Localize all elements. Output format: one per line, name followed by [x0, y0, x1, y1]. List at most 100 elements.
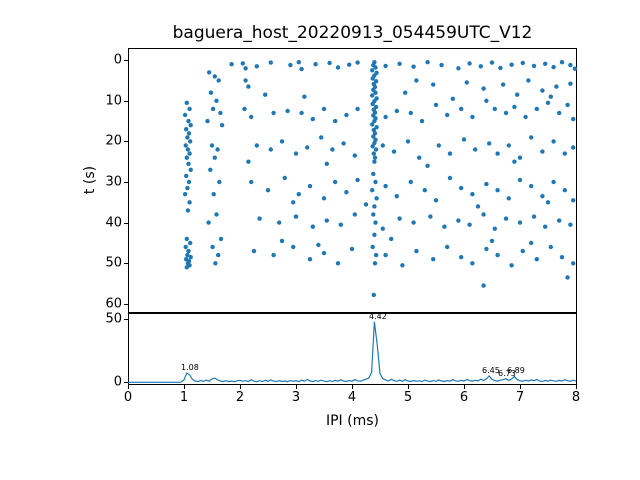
scatter-point: [442, 224, 447, 229]
scatter-point: [310, 116, 315, 122]
scatter-point: [397, 216, 402, 221]
scatter-point: [212, 74, 217, 79]
scatter-point: [186, 179, 192, 185]
chart-title: baguera_host_20220913_054459UTC_V12: [172, 23, 533, 43]
scatter-point: [372, 159, 377, 164]
scatter-point: [341, 141, 346, 146]
scatter-point: [571, 145, 576, 150]
scatter-point: [397, 61, 402, 66]
scatter-point: [216, 252, 221, 258]
scatter-point: [373, 65, 378, 70]
scatter-point: [543, 224, 548, 229]
scatter-point: [456, 66, 461, 71]
scatter-point: [484, 181, 489, 187]
scatter-point: [268, 147, 273, 152]
scatter-point: [529, 135, 534, 140]
tick-mark: [128, 385, 129, 389]
scatter-point: [489, 238, 495, 244]
scatter-point: [355, 60, 360, 65]
scatter-point: [501, 82, 506, 87]
scatter-point: [526, 78, 531, 83]
tick-mark: [240, 385, 241, 389]
scatter-point: [380, 226, 385, 231]
scatter-ytick-50: 50: [105, 255, 122, 271]
scatter-point: [512, 159, 517, 164]
scatter-point: [405, 139, 411, 144]
scatter-point: [383, 114, 388, 120]
tick-mark: [184, 385, 185, 389]
scatter-point: [271, 252, 276, 258]
scatter-point: [370, 93, 375, 98]
peak-annotation: 1.08: [181, 363, 199, 372]
scatter-point: [540, 88, 545, 93]
scatter-point: [503, 216, 509, 221]
scatter-point: [372, 155, 378, 160]
tick-mark: [124, 141, 128, 142]
scatter-point: [243, 78, 248, 83]
peak-annotation: 6.89: [507, 366, 525, 375]
scatter-point: [371, 134, 376, 139]
ipi-histogram-line: [128, 321, 577, 383]
scatter-point: [394, 108, 399, 114]
scatter-point: [184, 100, 189, 105]
xtick-1: 1: [179, 390, 189, 405]
scatter-point: [565, 275, 570, 280]
scatter-point: [305, 145, 310, 150]
peak-annotation: 6.73: [498, 369, 516, 378]
scatter-point: [473, 147, 478, 152]
scatter-point: [330, 147, 335, 152]
scatter-point: [520, 248, 525, 254]
scatter-point: [188, 255, 193, 260]
scatter-point: [470, 114, 475, 120]
scatter-point: [551, 139, 556, 144]
tick-mark: [576, 385, 577, 389]
scatter-point: [183, 143, 188, 148]
scatter-point: [186, 248, 191, 254]
scatter-point: [557, 110, 562, 116]
scatter-point: [436, 143, 441, 148]
scatter-point: [291, 200, 296, 205]
scatter-point: [188, 123, 193, 128]
scatter-point: [296, 60, 301, 65]
scatter-point: [512, 104, 517, 110]
scatter-point: [216, 78, 221, 83]
scatter-point: [355, 177, 360, 183]
scatter-point: [464, 80, 469, 85]
tick-mark: [124, 304, 128, 305]
xtick-2: 2: [235, 390, 245, 405]
scatter-point: [439, 62, 444, 68]
scatter-point: [380, 143, 385, 148]
scatter-point: [370, 144, 375, 149]
xtick-7: 7: [515, 390, 525, 405]
scatter-point: [335, 261, 341, 266]
scatter-point: [445, 244, 450, 250]
scatter-point: [184, 155, 189, 160]
scatter-point: [373, 147, 379, 152]
scatter-ytick-60: 60: [105, 296, 122, 312]
scatter-point: [205, 118, 210, 124]
scatter-point: [372, 140, 377, 146]
tick-mark: [124, 319, 128, 320]
scatter-point: [470, 192, 475, 197]
scatter-point: [475, 204, 481, 209]
scatter-point: [572, 66, 577, 71]
scatter-point: [568, 62, 573, 68]
scatter-point: [371, 127, 376, 133]
scatter-point: [534, 106, 539, 112]
scatter-point: [559, 255, 565, 260]
scatter-point: [296, 192, 301, 197]
scatter-point: [214, 98, 219, 103]
scatter-point: [414, 78, 419, 83]
scatter-point: [184, 265, 189, 270]
scatter-point: [254, 143, 259, 148]
scatter-point: [373, 90, 378, 95]
peak-annotation: 6.45: [482, 366, 500, 375]
scatter-point: [371, 151, 376, 156]
scatter-point: [383, 252, 388, 258]
scatter-point: [208, 90, 214, 95]
scatter-point: [383, 63, 388, 69]
scatter-point: [372, 204, 377, 209]
scatter-point: [188, 167, 193, 172]
scatter-point: [293, 151, 299, 156]
